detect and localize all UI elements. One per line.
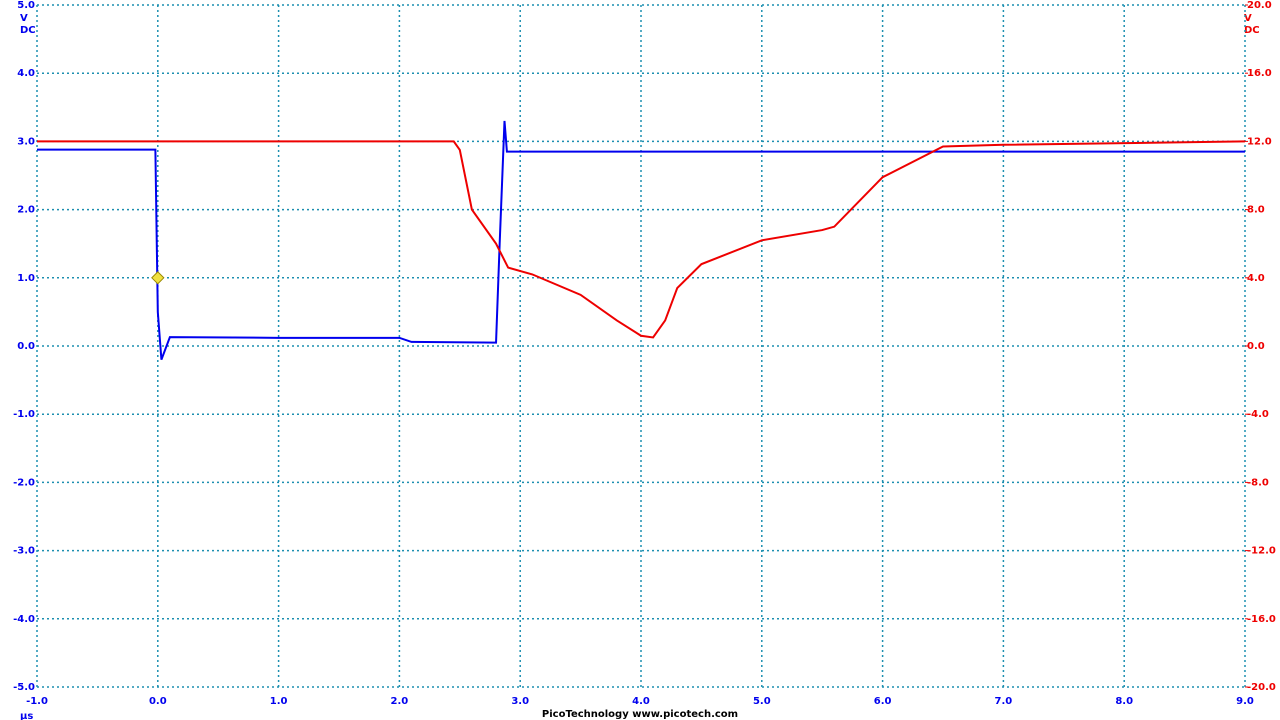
x-tick-label: -1.0 (26, 696, 48, 707)
y-tick-label: -3.0 (13, 546, 35, 557)
x-tick-label: 8.0 (1115, 696, 1133, 707)
x-tick-label: 5.0 (753, 696, 771, 707)
x-tick-label: 6.0 (874, 696, 892, 707)
x-tick-label: 1.0 (270, 696, 288, 707)
y2-tick-label: -20.0 (1247, 682, 1276, 693)
y-tick-label: -4.0 (13, 614, 35, 625)
y-tick-label: -1.0 (13, 409, 35, 420)
x-tick-label: 0.0 (149, 696, 167, 707)
x-tick-label: 7.0 (995, 696, 1013, 707)
y-tick-label: 4.0 (17, 68, 35, 79)
y2-tick-label: -4.0 (1247, 409, 1269, 420)
y-unit: V (20, 13, 28, 24)
trace (37, 140, 1246, 339)
trace (37, 120, 1245, 360)
y-tick-label: 3.0 (17, 136, 35, 147)
y2-tick-label: 16.0 (1247, 68, 1272, 79)
y-tick-label: 0.0 (17, 341, 35, 352)
y2-unit: V (1244, 13, 1252, 24)
x-tick-label: 2.0 (391, 696, 409, 707)
y-tick-label: 1.0 (17, 273, 35, 284)
x-unit: µs (20, 711, 33, 720)
y-tick-label: 5.0 (17, 0, 35, 11)
y-tick-label: -2.0 (13, 477, 35, 488)
y2-tick-label: -16.0 (1247, 614, 1276, 625)
y2-tick-label: 20.0 (1247, 0, 1272, 11)
y2-tick-label: -12.0 (1247, 546, 1276, 557)
x-tick-label: 9.0 (1236, 696, 1254, 707)
x-tick-label: 4.0 (632, 696, 650, 707)
y2-tick-label: 4.0 (1247, 273, 1265, 284)
y2-tick-label: 0.0 (1247, 341, 1265, 352)
y-tick-label: 2.0 (17, 205, 35, 216)
y-tick-label: -5.0 (13, 682, 35, 693)
y2-tick-label: 12.0 (1247, 136, 1272, 147)
y2-tick-label: 8.0 (1247, 205, 1265, 216)
y-coupling: DC (20, 25, 36, 36)
x-tick-label: 3.0 (511, 696, 529, 707)
y2-tick-label: -8.0 (1247, 477, 1269, 488)
trigger-marker (151, 271, 165, 285)
footer: PicoTechnology www.picotech.com (542, 709, 738, 720)
y2-coupling: DC (1244, 25, 1260, 36)
